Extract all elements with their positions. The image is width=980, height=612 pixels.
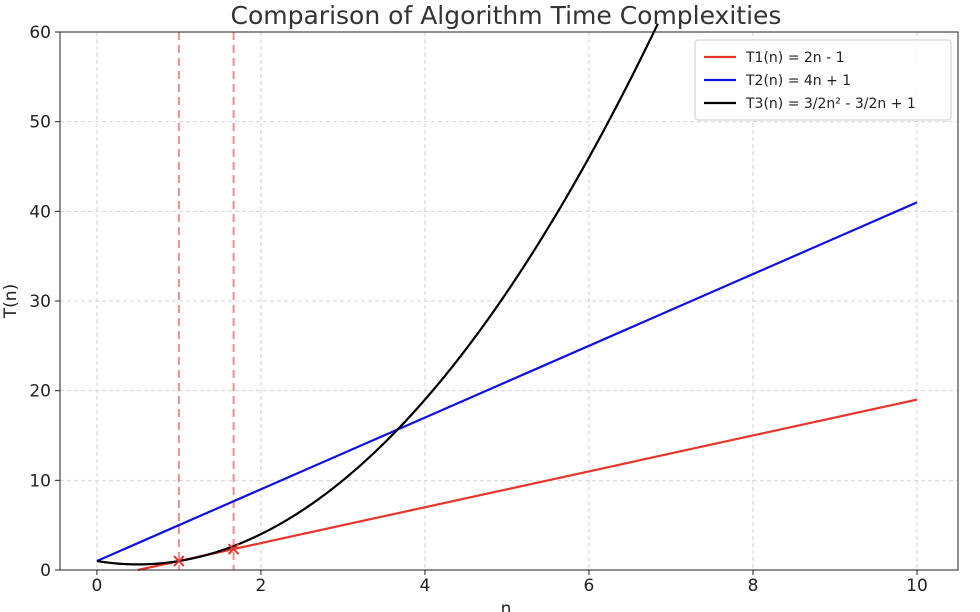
legend-label-3: T3(n) = 3/2n² - 3/2n + 1 <box>745 96 916 112</box>
series-line-2 <box>96 201 918 563</box>
x-axis-label: n <box>501 599 512 612</box>
x-tick-label: 10 <box>906 576 928 596</box>
chart-title: Comparison of Algorithm Time Complexitie… <box>231 1 782 30</box>
markers <box>173 543 240 567</box>
legend-label-1: T1(n) = 2n - 1 <box>745 50 845 66</box>
intersection-marker <box>227 543 240 555</box>
x-tick-label: 6 <box>584 576 595 596</box>
vertical-dashed-lines <box>177 32 235 570</box>
x-ticks: 0 2 4 6 8 10 <box>91 570 928 596</box>
y-tick-label: 20 <box>29 382 51 402</box>
intersection-marker <box>173 555 185 567</box>
series-lines <box>96 23 918 572</box>
legend-label-2: T2(n) = 4n + 1 <box>745 73 851 89</box>
series-line-3 <box>96 23 659 566</box>
y-tick-label: 10 <box>29 471 51 491</box>
x-tick-label: 4 <box>420 576 431 596</box>
y-tick-label: 50 <box>29 113 51 133</box>
series-line-1 <box>137 398 918 572</box>
y-tick-label: 0 <box>40 561 51 581</box>
y-axis-label: T(n) <box>1 284 21 319</box>
x-tick-label: 0 <box>91 576 102 596</box>
legend-box <box>694 39 952 121</box>
y-ticks: 0 10 20 30 40 50 60 <box>29 23 60 581</box>
x-tick-label: 8 <box>748 576 759 596</box>
y-tick-label: 60 <box>29 23 51 43</box>
y-tick-label: 30 <box>29 292 51 312</box>
legend: T1(n) = 2n - 1 T2(n) = 4n + 1 T3(n) = 3/2n… <box>694 39 952 121</box>
y-tick-label: 40 <box>29 202 51 222</box>
x-tick-label: 2 <box>256 576 267 596</box>
